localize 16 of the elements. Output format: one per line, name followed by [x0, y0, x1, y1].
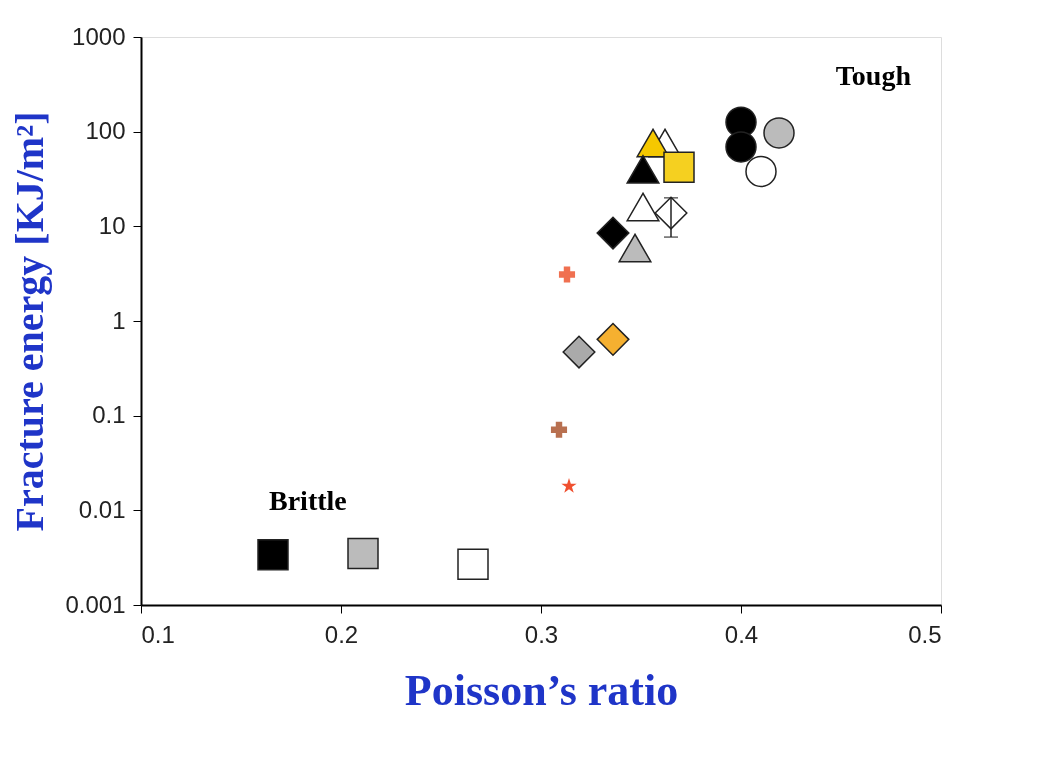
y-tick-label: 0.001 [65, 590, 126, 618]
y-tick-label: 100 [85, 117, 126, 145]
y-tick-label: 0.01 [78, 495, 126, 523]
y-axis-title: Fracture energy [KJ/m²] [7, 111, 53, 532]
x-tick-label: 0.1 [141, 620, 175, 648]
x-tick-label: 0.5 [908, 620, 942, 648]
x-tick-label: 0.3 [524, 620, 559, 648]
x-tick-label: 0.4 [724, 620, 759, 648]
y-tick-label: 0.1 [92, 401, 126, 429]
x-tick-label: 0.2 [324, 620, 359, 648]
y-tick-label: 1 [112, 306, 126, 334]
annotation: Tough [835, 60, 912, 91]
annotation: Brittle [269, 485, 347, 516]
x-axis-title: Poisson’s ratio [404, 665, 679, 715]
y-tick-label: 10 [98, 211, 126, 239]
y-tick-label: 1000 [72, 22, 126, 50]
